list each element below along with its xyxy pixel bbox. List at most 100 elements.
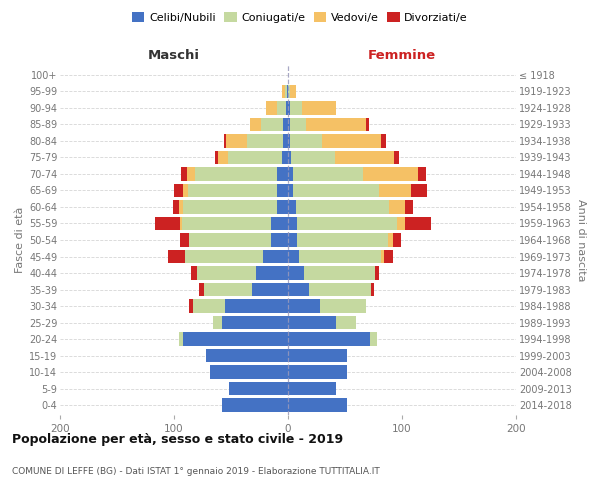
Bar (213, 316, 222, 330)
Bar (288, 216, 297, 230)
Bar (288, 366, 347, 379)
Bar (266, 101, 277, 114)
Bar (206, 349, 288, 362)
Bar (183, 200, 277, 214)
Bar (199, 283, 203, 296)
Bar (251, 283, 288, 296)
Bar (288, 398, 347, 412)
Bar (336, 316, 356, 330)
Y-axis label: Anni di nascita: Anni di nascita (575, 198, 586, 281)
Text: Popolazione per età, sesso e stato civile - 2019: Popolazione per età, sesso e stato civil… (12, 432, 343, 446)
Bar (374, 266, 379, 280)
Bar (393, 233, 401, 247)
Bar (286, 101, 288, 114)
Bar (191, 266, 197, 280)
Bar (288, 118, 290, 131)
Bar (297, 216, 397, 230)
Bar (288, 382, 336, 396)
Bar (406, 200, 413, 214)
Bar (371, 283, 373, 296)
Bar (250, 118, 260, 131)
Bar (179, 200, 183, 214)
Text: Maschi: Maschi (148, 48, 200, 62)
Bar (388, 233, 393, 247)
Bar (296, 200, 389, 214)
Bar (183, 332, 288, 346)
Bar (288, 167, 293, 180)
Bar (179, 332, 183, 346)
Bar (260, 118, 283, 131)
Bar (288, 316, 336, 330)
Bar (320, 300, 365, 313)
Bar (174, 184, 183, 197)
Bar (382, 134, 386, 147)
Bar (382, 250, 384, 264)
Bar (155, 216, 180, 230)
Bar (287, 84, 288, 98)
Bar (168, 250, 185, 264)
Bar (187, 167, 194, 180)
Bar (288, 283, 308, 296)
Bar (288, 134, 290, 147)
Bar (365, 118, 369, 131)
Bar (288, 184, 293, 197)
Bar (288, 101, 290, 114)
Bar (308, 283, 371, 296)
Bar (247, 134, 283, 147)
Bar (183, 184, 188, 197)
Bar (363, 167, 418, 180)
Bar (277, 184, 288, 197)
Bar (283, 118, 288, 131)
Bar (256, 266, 288, 280)
Bar (370, 332, 377, 346)
Bar (335, 150, 394, 164)
Bar (211, 366, 288, 379)
Bar (288, 266, 304, 280)
Bar (389, 200, 406, 214)
Bar (297, 233, 388, 247)
Bar (277, 101, 286, 114)
Bar (406, 216, 431, 230)
Bar (193, 300, 226, 313)
Bar (418, 167, 426, 180)
Bar (180, 216, 182, 230)
Bar (290, 101, 302, 114)
Bar (182, 216, 271, 230)
Bar (299, 250, 382, 264)
Bar (222, 398, 288, 412)
Bar (226, 300, 288, 313)
Bar (227, 150, 283, 164)
Bar (271, 216, 288, 230)
Bar (288, 84, 290, 98)
Y-axis label: Fasce di età: Fasce di età (14, 207, 25, 273)
Bar (288, 332, 370, 346)
Legend: Celibi/Nubili, Coniugati/e, Vedovi/e, Divorziati/e: Celibi/Nubili, Coniugati/e, Vedovi/e, Di… (128, 8, 472, 28)
Bar (288, 150, 292, 164)
Bar (222, 316, 288, 330)
Bar (263, 250, 288, 264)
Bar (290, 134, 322, 147)
Bar (394, 150, 398, 164)
Bar (288, 200, 296, 214)
Bar (180, 233, 189, 247)
Bar (292, 150, 335, 164)
Bar (197, 266, 256, 280)
Bar (411, 184, 427, 197)
Bar (215, 150, 218, 164)
Bar (397, 216, 406, 230)
Bar (277, 200, 288, 214)
Bar (189, 300, 193, 313)
Bar (194, 167, 277, 180)
Bar (293, 167, 363, 180)
Bar (293, 184, 379, 197)
Bar (271, 233, 288, 247)
Bar (203, 283, 251, 296)
Bar (189, 233, 271, 247)
Bar (224, 134, 226, 147)
Bar (181, 167, 187, 180)
Bar (185, 250, 263, 264)
Bar (188, 184, 277, 197)
Bar (218, 150, 227, 164)
Bar (288, 349, 347, 362)
Bar (306, 118, 365, 131)
